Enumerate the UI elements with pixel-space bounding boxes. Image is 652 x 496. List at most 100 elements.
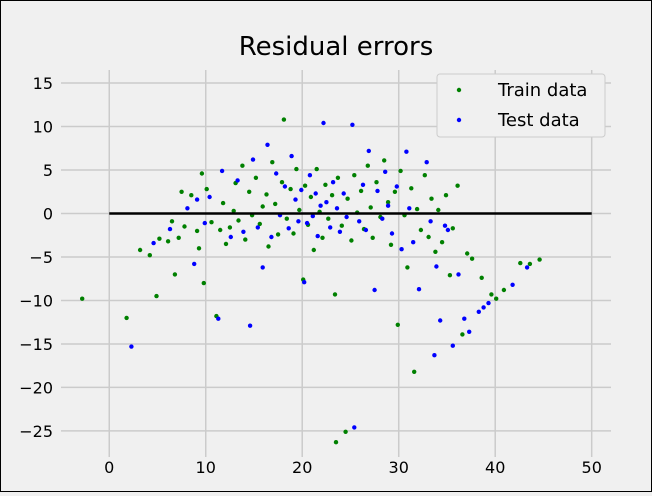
train-point xyxy=(349,238,354,243)
test-point xyxy=(321,120,326,126)
train-point xyxy=(253,175,259,180)
legend-marker-train xyxy=(456,87,462,93)
y-tick-label: 0 xyxy=(43,204,53,223)
test-point xyxy=(241,229,246,234)
test-point xyxy=(456,272,461,277)
x-tick-labels: 0 10 20 30 40 50 xyxy=(104,458,602,477)
test-point xyxy=(216,316,221,321)
train-point xyxy=(465,251,470,256)
test-point xyxy=(228,234,233,240)
test-point xyxy=(363,227,369,233)
train-point xyxy=(189,193,194,198)
train-point xyxy=(80,296,85,301)
test-point xyxy=(450,343,455,348)
test-point xyxy=(274,171,279,176)
train-point xyxy=(218,227,223,233)
train-point xyxy=(201,280,206,286)
train-point xyxy=(124,315,129,321)
train-point xyxy=(388,242,394,247)
train-point xyxy=(426,234,431,240)
train-point xyxy=(220,200,226,206)
train-point xyxy=(172,272,178,277)
test-point xyxy=(250,157,256,162)
test-point xyxy=(481,305,486,310)
train-point xyxy=(247,189,252,194)
train-point xyxy=(302,183,308,188)
test-point xyxy=(235,178,240,183)
legend: Train data Test data xyxy=(436,73,606,138)
train-point xyxy=(412,369,417,374)
test-point xyxy=(476,309,481,314)
test-point xyxy=(202,220,207,226)
train-point xyxy=(314,166,319,172)
test-point xyxy=(394,184,399,189)
train-point xyxy=(365,163,370,168)
legend-box xyxy=(436,73,606,138)
y-tick-label: −20 xyxy=(19,378,53,397)
train-point xyxy=(527,261,533,267)
legend-label-train: Train data xyxy=(497,80,587,101)
train-point xyxy=(288,186,293,192)
y-tick-label: −15 xyxy=(19,335,53,354)
train-point xyxy=(270,160,275,165)
train-point xyxy=(332,292,338,297)
train-point xyxy=(374,180,379,185)
train-point xyxy=(409,186,414,191)
train-point xyxy=(291,231,296,236)
train-point xyxy=(352,173,357,178)
test-point xyxy=(293,197,298,202)
train-point xyxy=(460,332,465,337)
train-point xyxy=(455,183,460,188)
train-point xyxy=(157,236,162,241)
scatter-points xyxy=(80,117,542,445)
train-point xyxy=(382,158,387,163)
train-point xyxy=(179,189,184,194)
train-point xyxy=(194,228,200,234)
test-point xyxy=(328,225,333,230)
train-point xyxy=(236,218,241,223)
train-point xyxy=(275,232,281,237)
test-point xyxy=(247,323,253,328)
test-point xyxy=(375,188,380,194)
chart-title: Residual errors xyxy=(239,32,434,62)
test-point xyxy=(260,265,265,270)
train-point xyxy=(479,275,484,280)
train-point xyxy=(264,192,269,197)
train-point xyxy=(165,239,171,244)
train-point xyxy=(518,260,523,266)
test-point xyxy=(428,219,433,224)
test-point xyxy=(151,240,156,246)
test-point xyxy=(296,219,301,224)
x-tick-label: 20 xyxy=(292,458,312,477)
test-point xyxy=(334,206,340,211)
test-point xyxy=(424,160,429,165)
train-point xyxy=(266,244,271,249)
train-point xyxy=(311,247,316,253)
test-point xyxy=(324,200,329,205)
test-point xyxy=(310,213,315,219)
test-point xyxy=(129,344,134,349)
test-point xyxy=(255,225,260,230)
test-point xyxy=(389,231,395,236)
y-tick-label: 10 xyxy=(33,118,53,137)
test-point xyxy=(486,300,491,306)
train-point xyxy=(537,257,542,262)
train-point xyxy=(209,220,214,225)
train-point xyxy=(284,216,289,221)
train-point xyxy=(154,293,159,299)
test-point xyxy=(330,180,336,185)
train-point xyxy=(273,201,278,207)
test-point xyxy=(289,153,294,159)
test-point xyxy=(219,168,225,174)
test-point xyxy=(462,316,467,321)
train-point xyxy=(231,208,236,214)
train-point xyxy=(320,235,325,240)
test-point xyxy=(416,287,422,292)
legend-label-test: Test data xyxy=(497,110,580,131)
train-point xyxy=(489,292,494,297)
train-point xyxy=(422,173,427,178)
test-point xyxy=(344,214,349,220)
train-point xyxy=(447,273,453,278)
train-point xyxy=(279,180,285,185)
x-tick-label: 50 xyxy=(582,458,602,477)
